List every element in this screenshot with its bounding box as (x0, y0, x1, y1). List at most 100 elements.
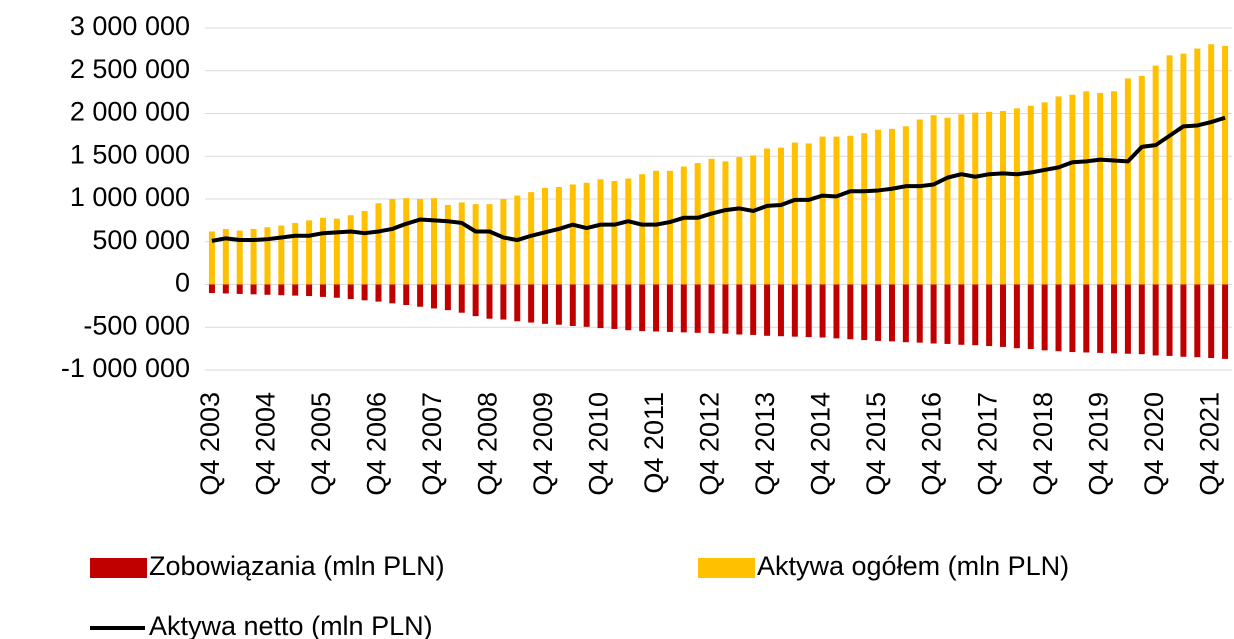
bar (333, 218, 340, 285)
bar (1194, 284, 1201, 358)
bar (639, 284, 646, 332)
bar (653, 284, 660, 332)
bar (417, 284, 424, 307)
line (211, 115, 1226, 243)
bar (264, 227, 271, 285)
bar (736, 284, 743, 335)
bar (750, 284, 757, 335)
bar (847, 135, 854, 285)
bar (1166, 55, 1173, 285)
bar (1152, 284, 1159, 356)
bar (347, 215, 354, 285)
x-tick-label: Q4 2003 (195, 392, 225, 496)
bar (430, 284, 437, 309)
bar (1027, 105, 1034, 285)
bar (292, 222, 299, 285)
x-tick-label: Q4 2011 (639, 392, 669, 494)
legend-swatch (90, 558, 147, 578)
bar (888, 284, 895, 342)
bar (611, 284, 618, 329)
bar (347, 284, 354, 300)
bar (528, 284, 535, 323)
bar (236, 284, 243, 294)
bar (444, 204, 451, 285)
bar (1138, 284, 1145, 355)
bar (875, 284, 882, 341)
bar (1069, 94, 1076, 285)
bar (264, 284, 271, 295)
bar (1041, 102, 1048, 285)
bar (833, 284, 840, 339)
bar (292, 284, 299, 296)
y-tick-label: 2 000 000 (70, 97, 190, 127)
bar (777, 284, 784, 337)
bar (777, 147, 784, 285)
bar (847, 284, 854, 340)
legend-label: Aktywa ogółem (mln PLN) (757, 551, 1069, 581)
bar (250, 228, 257, 285)
x-tick-label: Q4 2008 (473, 392, 503, 496)
y-tick-label: 3 000 000 (70, 11, 190, 41)
bar (458, 284, 465, 313)
bar (639, 174, 646, 285)
bar (597, 179, 604, 285)
bar (333, 284, 340, 298)
bar (875, 129, 882, 285)
bar (1013, 108, 1020, 285)
bar (833, 136, 840, 285)
bar (597, 284, 604, 329)
bar (722, 284, 729, 334)
bar (791, 284, 798, 337)
bar (1013, 284, 1020, 349)
bar (222, 284, 229, 294)
bar (1138, 75, 1145, 285)
legend-label: Zobowiązania (mln PLN) (149, 551, 445, 581)
bar (444, 284, 451, 311)
x-tick-label: Q4 2012 (695, 392, 725, 496)
bar (625, 284, 632, 331)
bar (430, 198, 437, 285)
x-tick-label: Q4 2014 (806, 392, 836, 496)
bar (569, 284, 576, 326)
bar (528, 192, 535, 285)
bar (278, 225, 285, 285)
bar (1083, 284, 1090, 353)
bar (611, 181, 618, 285)
bar (1111, 284, 1118, 354)
y-tick-label: 2 500 000 (70, 54, 190, 84)
bar (500, 199, 507, 285)
bar (1152, 65, 1159, 285)
bar (583, 182, 590, 285)
bar (319, 217, 326, 285)
bar (916, 119, 923, 285)
bar (486, 284, 493, 319)
bar (1180, 53, 1187, 285)
bar (722, 161, 729, 285)
bar (958, 284, 965, 345)
x-tick-label: Q4 2013 (750, 392, 780, 496)
bar (819, 136, 826, 285)
bar (555, 187, 562, 285)
bar (1208, 44, 1215, 285)
bar (680, 166, 687, 285)
bar (944, 284, 951, 344)
bar (625, 178, 632, 285)
bar (236, 230, 243, 285)
x-tick-label: Q4 2018 (1028, 392, 1058, 496)
bar (1222, 45, 1229, 285)
bar (958, 114, 965, 285)
bar (375, 203, 382, 285)
bar (250, 284, 257, 295)
bar (986, 284, 993, 347)
x-tick-label: Q4 2006 (362, 392, 392, 496)
y-tick-label: 500 000 (92, 225, 190, 255)
bar (694, 163, 701, 285)
bar (986, 111, 993, 285)
bar (486, 204, 493, 285)
x-tick-label: Q4 2020 (1139, 392, 1169, 496)
bar (916, 284, 923, 343)
bar (972, 112, 979, 285)
bar (1097, 284, 1104, 353)
bar (361, 210, 368, 285)
bar (861, 284, 868, 341)
